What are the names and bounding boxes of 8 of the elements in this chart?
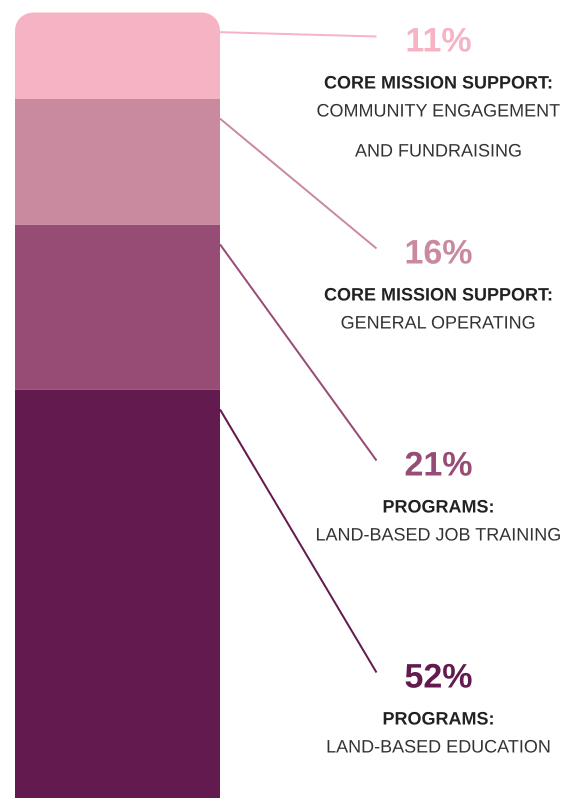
text: CORE MISSION SUPPORT: COMMUNITY ENGAGEMENT AND FUNDRAISING: [316, 72, 560, 160]
text: CORE MISSION SUPPORT: GENERAL OPERATING: [324, 284, 554, 332]
data-label: 11%: [405, 22, 472, 60]
data-label: 52%: [404, 658, 473, 696]
data-label: 16%: [404, 234, 473, 272]
text: PROGRAMS: LAND-BASED EDUCATION: [326, 708, 551, 756]
text: PROGRAMS: LAND-BASED JOB TRAINING: [315, 496, 562, 544]
data-label: 21%: [404, 446, 473, 484]
